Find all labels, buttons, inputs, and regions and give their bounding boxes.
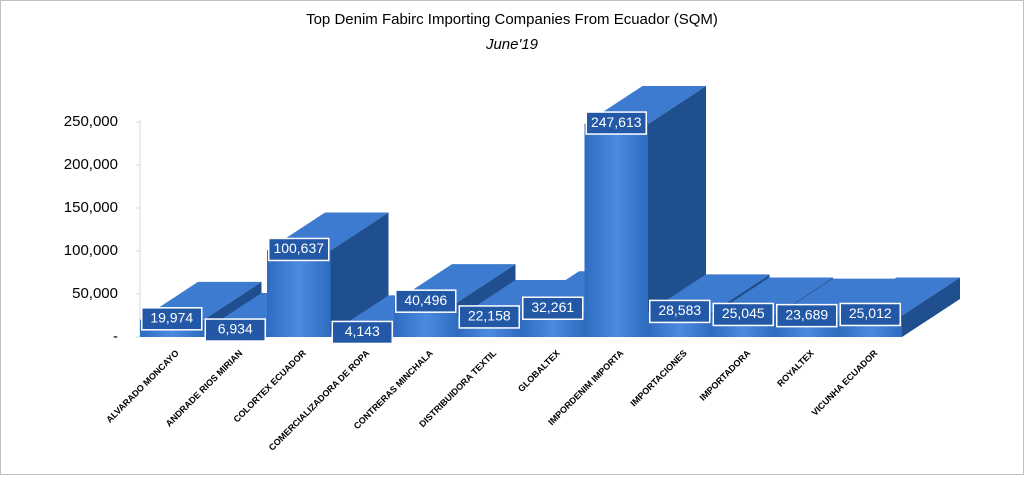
value-label: 247,613 — [591, 114, 642, 130]
value-label-bg — [712, 302, 774, 327]
y-tick-label: 100,000 — [64, 242, 118, 259]
value-label: 22,158 — [468, 308, 511, 324]
bar — [584, 124, 648, 337]
value-label: 6,934 — [218, 321, 253, 337]
value-label: 100,637 — [273, 240, 324, 256]
value-label: 40,496 — [404, 292, 447, 308]
value-label-box: 6,934 — [204, 318, 266, 342]
value-label-bg — [204, 318, 266, 342]
value-label-box: 4,143 — [331, 320, 393, 345]
value-label-bg — [839, 302, 901, 327]
bar-side — [902, 277, 960, 337]
value-label-box: 247,613 — [585, 111, 647, 135]
value-label: 25,045 — [722, 305, 765, 321]
value-label-bg — [585, 111, 647, 135]
value-label-bg — [268, 237, 330, 262]
value-label-bg — [395, 289, 457, 313]
value-label: 23,689 — [785, 306, 828, 322]
bar — [267, 250, 331, 337]
y-tick-label: 250,000 — [64, 113, 118, 130]
value-label-box: 25,045 — [712, 302, 774, 327]
y-tick-label: 200,000 — [64, 156, 118, 173]
value-label: 32,261 — [531, 299, 574, 315]
value-label: 4,143 — [345, 323, 380, 339]
value-label-box: 22,158 — [458, 305, 520, 329]
value-label: 28,583 — [658, 302, 701, 318]
value-label-bg — [458, 305, 520, 329]
value-label-bg — [141, 307, 203, 331]
value-label-bg — [331, 320, 393, 345]
chart-subtitle: June'19 — [485, 36, 539, 53]
value-label-box: 40,496 — [395, 289, 457, 313]
value-label-box: 23,689 — [776, 303, 838, 328]
value-label-bg — [649, 299, 711, 324]
value-label-bg — [776, 303, 838, 328]
value-label-box: 32,261 — [522, 296, 584, 321]
y-tick-label: 150,000 — [64, 199, 118, 216]
y-tick-label: - — [113, 328, 118, 345]
value-label: 25,012 — [849, 305, 892, 321]
value-label-box: 19,974 — [141, 307, 203, 331]
chart-title: Top Denim Fabirc Importing Companies Fro… — [306, 11, 718, 28]
value-label-box: 25,012 — [839, 302, 901, 327]
bar-side — [648, 86, 706, 337]
value-label-box: 28,583 — [649, 299, 711, 324]
value-label-bg — [522, 296, 584, 321]
value-label-box: 100,637 — [268, 237, 330, 262]
y-tick-label: 50,000 — [72, 285, 118, 302]
value-label: 19,974 — [150, 310, 193, 326]
